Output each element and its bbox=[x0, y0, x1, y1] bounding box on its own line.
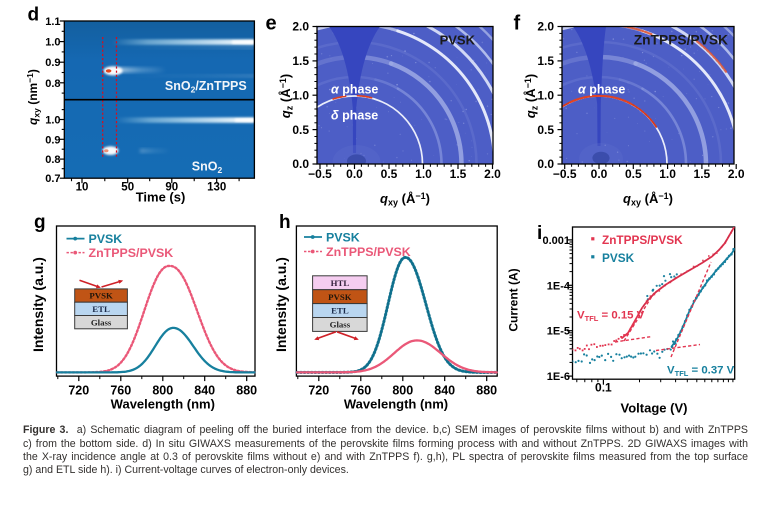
svg-text:Current (A): Current (A) bbox=[507, 268, 521, 331]
svg-text:760: 760 bbox=[350, 384, 371, 398]
svg-text:0.5: 0.5 bbox=[381, 167, 398, 181]
svg-text:ZnTPPS/PVSK: ZnTPPS/PVSK bbox=[634, 33, 728, 48]
svg-text:880: 880 bbox=[236, 384, 257, 398]
svg-text:qxy (Å−1): qxy (Å−1) bbox=[623, 191, 673, 208]
svg-text:0.9: 0.9 bbox=[45, 57, 60, 69]
svg-text:720: 720 bbox=[308, 384, 329, 398]
svg-text:0.0: 0.0 bbox=[346, 167, 363, 181]
svg-text:1.5: 1.5 bbox=[450, 167, 467, 181]
svg-text:PVSK: PVSK bbox=[89, 232, 123, 246]
svg-text:VTFL = 0.37 V: VTFL = 0.37 V bbox=[667, 365, 735, 378]
svg-text:d: d bbox=[28, 5, 40, 26]
svg-text:ETL: ETL bbox=[92, 304, 110, 314]
svg-text:720: 720 bbox=[68, 384, 89, 398]
svg-text:Intensity (a.u.): Intensity (a.u.) bbox=[273, 257, 289, 352]
svg-text:Voltage (V): Voltage (V) bbox=[621, 401, 688, 416]
svg-text:qxy (nm−1): qxy (nm−1) bbox=[25, 69, 42, 125]
svg-text:0.001: 0.001 bbox=[542, 235, 570, 247]
svg-text:ZnTPPS/PVSK: ZnTPPS/PVSK bbox=[89, 246, 174, 260]
svg-text:ETL: ETL bbox=[331, 306, 349, 316]
svg-text:0.5: 0.5 bbox=[625, 167, 642, 181]
svg-text:α phase: α phase bbox=[331, 83, 378, 97]
svg-text:0.5: 0.5 bbox=[537, 123, 554, 137]
svg-text:f: f bbox=[514, 13, 521, 35]
svg-text:SnO2/ZnTPPS: SnO2/ZnTPPS bbox=[165, 79, 247, 95]
svg-text:840: 840 bbox=[194, 384, 215, 398]
svg-text:0.0: 0.0 bbox=[292, 157, 309, 171]
svg-text:0.8: 0.8 bbox=[45, 78, 60, 90]
svg-text:qz (Å−1): qz (Å−1) bbox=[523, 74, 540, 118]
svg-text:90: 90 bbox=[165, 182, 178, 194]
svg-text:2.0: 2.0 bbox=[728, 167, 745, 181]
svg-text:Wavelength (nm): Wavelength (nm) bbox=[344, 397, 448, 412]
svg-text:1.5: 1.5 bbox=[537, 54, 554, 68]
svg-text:SnO2: SnO2 bbox=[192, 160, 223, 176]
svg-text:840: 840 bbox=[434, 384, 455, 398]
svg-text:−0.5: −0.5 bbox=[553, 167, 577, 181]
svg-text:g: g bbox=[34, 212, 46, 233]
svg-text:2.0: 2.0 bbox=[484, 167, 501, 181]
svg-text:880: 880 bbox=[476, 384, 497, 398]
svg-text:1.0: 1.0 bbox=[45, 115, 60, 127]
svg-text:50: 50 bbox=[121, 182, 134, 194]
svg-text:2.0: 2.0 bbox=[292, 20, 309, 34]
svg-text:10: 10 bbox=[76, 182, 89, 194]
svg-text:0.8: 0.8 bbox=[45, 154, 60, 166]
svg-text:1.1: 1.1 bbox=[45, 16, 60, 28]
svg-text:PVSK: PVSK bbox=[328, 292, 352, 302]
svg-text:Glass: Glass bbox=[330, 320, 351, 330]
svg-text:i: i bbox=[537, 223, 542, 244]
svg-text:1E-5: 1E-5 bbox=[547, 326, 570, 338]
svg-text:HTL: HTL bbox=[331, 278, 350, 288]
svg-text:1.0: 1.0 bbox=[45, 37, 60, 49]
svg-text:0.7: 0.7 bbox=[45, 173, 60, 185]
svg-text:800: 800 bbox=[152, 384, 173, 398]
svg-text:−0.5: −0.5 bbox=[308, 167, 332, 181]
svg-text:PVSK: PVSK bbox=[602, 251, 635, 265]
svg-text:1E-4: 1E-4 bbox=[547, 280, 571, 292]
svg-text:1.5: 1.5 bbox=[292, 54, 309, 68]
svg-text:130: 130 bbox=[207, 182, 226, 194]
svg-text:PVSK: PVSK bbox=[89, 291, 113, 301]
svg-text:Glass: Glass bbox=[91, 317, 112, 327]
svg-text:PVSK: PVSK bbox=[326, 230, 360, 244]
svg-text:ZnTPPS/PVSK: ZnTPPS/PVSK bbox=[602, 233, 683, 247]
svg-text:qxy (Å−1): qxy (Å−1) bbox=[380, 191, 430, 208]
svg-text:1E-6: 1E-6 bbox=[547, 371, 570, 383]
svg-text:δ phase: δ phase bbox=[331, 109, 378, 123]
svg-text:VTFL = 0.15 V: VTFL = 0.15 V bbox=[577, 310, 645, 323]
svg-text:760: 760 bbox=[110, 384, 131, 398]
svg-text:0.9: 0.9 bbox=[45, 134, 60, 146]
svg-text:0.5: 0.5 bbox=[292, 123, 309, 137]
svg-text:ZnTPPS/PVSK: ZnTPPS/PVSK bbox=[326, 245, 411, 259]
svg-text:1.0: 1.0 bbox=[537, 89, 554, 103]
svg-text:800: 800 bbox=[392, 384, 413, 398]
svg-text:1.0: 1.0 bbox=[292, 89, 309, 103]
svg-text:Time (s): Time (s) bbox=[136, 190, 186, 205]
svg-text:0.0: 0.0 bbox=[591, 167, 608, 181]
svg-text:1.0: 1.0 bbox=[659, 167, 676, 181]
svg-text:0.1: 0.1 bbox=[595, 381, 612, 395]
svg-text:2.0: 2.0 bbox=[537, 20, 554, 34]
svg-text:1.5: 1.5 bbox=[694, 167, 711, 181]
svg-text:α phase: α phase bbox=[578, 83, 625, 97]
svg-text:0.0: 0.0 bbox=[537, 157, 554, 171]
svg-text:Intensity (a.u.): Intensity (a.u.) bbox=[30, 257, 46, 352]
svg-text:Wavelength (nm): Wavelength (nm) bbox=[111, 397, 215, 412]
svg-text:h: h bbox=[279, 212, 291, 233]
svg-text:PVSK: PVSK bbox=[440, 33, 476, 48]
svg-text:e: e bbox=[266, 13, 277, 35]
svg-text:1.0: 1.0 bbox=[415, 167, 432, 181]
svg-text:qz (Å−1): qz (Å−1) bbox=[278, 74, 295, 118]
